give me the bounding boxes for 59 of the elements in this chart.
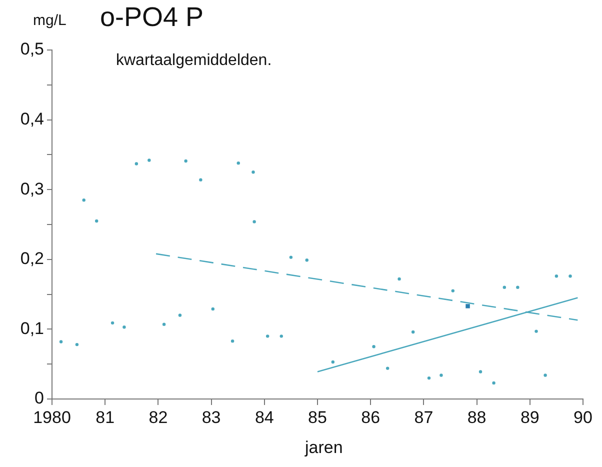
- point: [478, 370, 482, 374]
- point: [554, 274, 558, 278]
- point: [451, 289, 455, 292]
- point: [502, 286, 506, 289]
- y-tick-label: 0,2: [20, 249, 44, 268]
- point: [95, 219, 98, 223]
- point: [398, 277, 401, 281]
- y-tick-label: 0: [34, 388, 44, 408]
- point: [534, 330, 538, 333]
- point: [252, 170, 255, 174]
- point: [211, 307, 214, 311]
- point: [289, 256, 293, 259]
- x-tick-label: 89: [520, 408, 540, 427]
- point: [148, 158, 151, 162]
- y-tick-label: 0,4: [20, 109, 44, 128]
- point: [568, 274, 572, 278]
- point: [230, 339, 234, 343]
- point: [184, 159, 188, 163]
- chart-title: o-PO4 P: [100, 2, 204, 33]
- point: [280, 334, 283, 338]
- point: [466, 304, 470, 308]
- point: [236, 161, 240, 165]
- y-axis-title: mg/L: [33, 12, 66, 29]
- point: [266, 334, 270, 338]
- y-tick-label: 0,3: [20, 179, 44, 198]
- point: [110, 321, 114, 325]
- point: [134, 162, 138, 166]
- x-tick-label: 82: [148, 408, 168, 427]
- x-tick-label: 85: [308, 408, 327, 427]
- x-tick-label: 88: [467, 408, 486, 427]
- point: [331, 360, 334, 364]
- point: [305, 258, 308, 262]
- x-tick-label: 84: [254, 408, 274, 427]
- y-tick-label: 0,1: [20, 318, 44, 338]
- point: [199, 178, 202, 182]
- x-tick-label: 83: [202, 408, 221, 427]
- point: [122, 326, 126, 329]
- point: [440, 374, 443, 377]
- point: [252, 220, 256, 224]
- x-tick-label: 1980: [33, 408, 71, 427]
- point: [178, 314, 182, 317]
- point: [386, 366, 390, 370]
- point: [427, 376, 431, 380]
- point: [544, 374, 547, 377]
- point: [372, 345, 376, 348]
- chart-subtitle: kwartaalgemiddelden.: [116, 52, 272, 70]
- point: [411, 330, 415, 334]
- x-tick-label: 86: [361, 408, 380, 427]
- point: [75, 342, 79, 346]
- x-tick-label: 87: [414, 408, 434, 427]
- y-tick-label: 0,5: [20, 40, 44, 59]
- x-axis-title: jaren: [305, 438, 343, 458]
- x-tick-label: 90: [574, 408, 592, 427]
- x-tick-label: 81: [96, 408, 115, 427]
- point: [162, 322, 166, 326]
- point: [59, 340, 63, 344]
- point: [82, 198, 86, 202]
- point: [516, 286, 520, 289]
- point: [492, 381, 496, 385]
